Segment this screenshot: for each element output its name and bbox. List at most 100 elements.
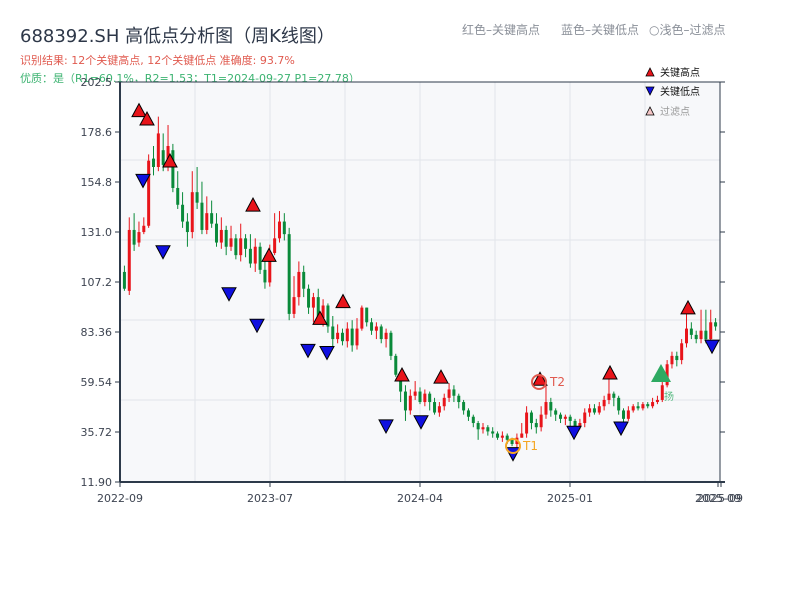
candle-body <box>544 402 548 415</box>
candle-body <box>365 307 369 323</box>
candle-body <box>588 408 592 413</box>
key-low-marker-icon <box>319 345 335 361</box>
y-tick-label: 154.8 <box>81 176 113 189</box>
candle-body <box>568 416 572 421</box>
candle-body <box>520 433 524 438</box>
candle-body <box>675 355 679 361</box>
candle-body <box>539 414 543 428</box>
top-legend-red: 红色–关键高点 <box>462 23 541 37</box>
key-low-marker-icon <box>566 425 582 441</box>
candle-body <box>670 355 674 365</box>
candle-body <box>704 330 708 340</box>
key-low-marker-icon <box>249 318 265 334</box>
candle-body <box>137 232 141 243</box>
candle-body <box>234 238 238 256</box>
t2-circle-icon <box>531 374 547 390</box>
candle-body <box>263 269 267 283</box>
candle-body <box>200 202 204 230</box>
candle-body <box>651 402 655 407</box>
key-low-marker-icon <box>613 421 629 437</box>
y-tick-label: 59.54 <box>81 376 113 389</box>
candle-body <box>185 221 189 233</box>
candle-body <box>433 402 437 413</box>
y-tick-label: 83.36 <box>81 326 113 339</box>
candle-body <box>714 322 718 327</box>
candle-body <box>282 221 286 235</box>
signal-label: 扬 <box>664 390 674 403</box>
candle-body <box>646 404 650 407</box>
t1-label: T1 <box>522 439 538 453</box>
legend-label: 关键低点 <box>660 85 700 98</box>
key-low-marker-icon <box>155 245 171 260</box>
candle-body <box>287 234 291 314</box>
candle-body <box>563 416 567 419</box>
candle-body <box>166 146 170 165</box>
legend-label: 过滤点 <box>660 105 690 118</box>
x-tick-label: 2024-04 <box>397 492 443 505</box>
candle-body <box>631 406 635 411</box>
y-tick-label: 107.2 <box>81 276 113 289</box>
candle-body <box>345 328 349 342</box>
candle-body <box>350 328 354 346</box>
candle-body <box>462 402 466 411</box>
candle-body <box>316 297 320 319</box>
candle-body <box>602 399 606 407</box>
top-legend-blue: 蓝色–关键低点 <box>561 23 640 37</box>
x-tick-label-overlap: 2025-09 <box>697 492 743 505</box>
t1-circle-icon <box>505 438 521 454</box>
candle-body <box>156 133 160 167</box>
key-low-marker-icon <box>135 173 151 189</box>
candle-body <box>224 229 228 247</box>
candle-body <box>534 423 538 428</box>
candle-body <box>248 248 252 264</box>
y-tick-label: 11.90 <box>81 476 113 489</box>
candle-body <box>132 229 136 245</box>
y-tick-label: 202.5 <box>81 76 113 89</box>
candle-body <box>476 423 480 430</box>
candle-body <box>622 410 626 419</box>
candle-body <box>694 334 698 340</box>
candle-body <box>510 439 514 445</box>
candle-body <box>253 246 257 264</box>
candle-body <box>205 213 209 230</box>
candle-body <box>437 406 441 413</box>
key-high-marker-icon <box>532 371 548 386</box>
candle-body <box>210 213 214 224</box>
candle-body <box>302 271 306 289</box>
axes: 202.5 178.6 154.8 131.0 107.2 83.36 59.54 35.72… <box>81 76 743 505</box>
candle-body <box>239 238 243 256</box>
candle-body <box>147 160 151 226</box>
candle-body <box>607 393 611 400</box>
candle-body <box>573 420 577 428</box>
chart-title: 688392.SH 高低点分析图（周K线图） <box>20 26 335 47</box>
key-low-marker-icon <box>300 343 316 359</box>
candle-body <box>122 271 126 289</box>
candle-body <box>379 326 383 340</box>
key-high-marker-icon <box>680 299 696 315</box>
candle-body <box>219 229 223 243</box>
candle-body <box>214 223 218 243</box>
candle-body <box>418 391 422 403</box>
candle-body <box>549 402 553 411</box>
candle-body <box>336 332 340 340</box>
candle-body <box>321 305 325 319</box>
candle-body <box>442 397 446 407</box>
candle-body <box>617 397 621 411</box>
candle-body <box>311 297 315 308</box>
candle-body <box>583 412 587 424</box>
candle-body <box>151 158 155 167</box>
candle-body <box>665 364 669 386</box>
candle-body <box>525 412 529 434</box>
x-tick-label: 2022-09 <box>97 492 143 505</box>
candle-body <box>554 410 558 415</box>
candle-body <box>384 332 388 340</box>
candle-body <box>699 330 703 340</box>
result-summary: 识别结果: 12个关键高点, 12个关键低点 准确度: 93.7% <box>20 54 295 67</box>
candle-body <box>374 326 378 331</box>
candle-body <box>471 416 475 424</box>
key-low-marker-icon <box>704 339 720 355</box>
key-high-marker-icon <box>131 102 147 118</box>
candle-body <box>408 395 412 411</box>
candle-body <box>423 393 427 403</box>
candle-body <box>680 343 684 361</box>
